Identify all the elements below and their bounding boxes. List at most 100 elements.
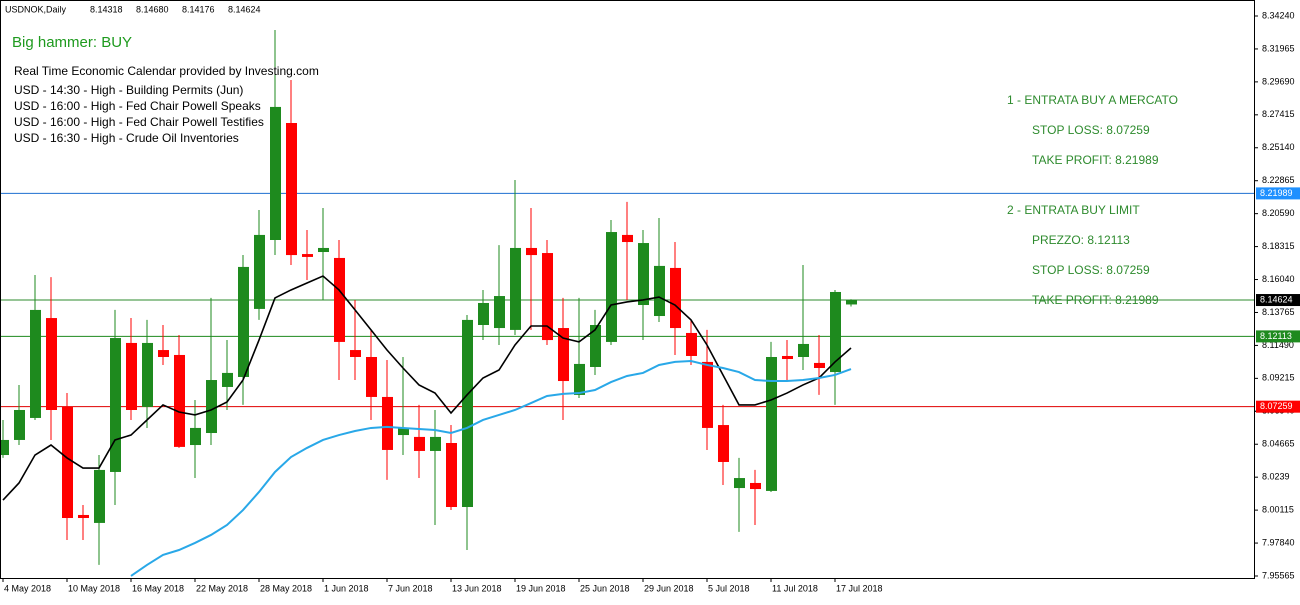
candle-body [382, 396, 393, 450]
price-level-box [1256, 187, 1300, 200]
y-tick-label: 8.13765 [1262, 307, 1295, 317]
x-tick-label: 22 May 2018 [196, 583, 248, 593]
y-tick-label: 8.11490 [1262, 340, 1294, 350]
x-tick-label: 4 May 2018 [4, 583, 51, 593]
x-tick-label: 10 May 2018 [68, 583, 120, 593]
y-tick-label: 8.29690 [1262, 76, 1295, 86]
candle-body [350, 350, 361, 357]
moving-average [130, 360, 852, 577]
y-tick-label: 8.00115 [1262, 504, 1294, 514]
x-tick-label: 29 Jun 2018 [644, 583, 694, 593]
candle-body [94, 469, 105, 523]
x-tick-label: 7 Jun 2018 [388, 583, 433, 593]
candle-body [222, 372, 233, 387]
calendar-line: Real Time Economic Calendar provided by … [14, 64, 319, 78]
y-tick-label: 8.22865 [1262, 175, 1295, 185]
candle-body [158, 350, 169, 357]
candle-body [814, 362, 825, 368]
candle-body [798, 343, 809, 357]
candle-body [654, 265, 665, 317]
candle-body [238, 266, 249, 377]
candle-body [510, 247, 521, 330]
y-tick-label: 8.31965 [1262, 43, 1295, 53]
y-tick-label: 8.20590 [1262, 208, 1295, 218]
candle-body [62, 406, 73, 519]
trade-note: 2 - ENTRATA BUY LIMIT [1007, 203, 1140, 217]
x-tick-label: 25 Jun 2018 [580, 583, 630, 593]
trade-note: STOP LOSS: 8.07259 [1032, 123, 1150, 137]
price-level-label: 8.12113 [1260, 331, 1292, 341]
candle-body [734, 478, 745, 489]
price-level-label: 8.21989 [1260, 188, 1293, 198]
candle-body [686, 332, 697, 356]
price-level-label: 8.14624 [1260, 294, 1293, 304]
candle-body [446, 443, 457, 508]
candle-body [286, 123, 297, 256]
x-tick-label: 16 May 2018 [132, 583, 184, 593]
candle-body [526, 247, 537, 256]
candle-body [766, 356, 777, 491]
candle-body [398, 427, 409, 436]
y-tick-label: 8.04665 [1262, 439, 1295, 449]
candle-body [702, 361, 713, 428]
calendar-line: USD - 16:00 - High - Fed Chair Powell Sp… [14, 99, 261, 113]
header-ohlc: 8.14318 [90, 4, 123, 14]
y-tick-label: 8.25140 [1262, 142, 1295, 152]
candle-body [670, 267, 681, 329]
price-level-box [1256, 400, 1300, 413]
x-tick-label: 5 Jul 2018 [708, 583, 750, 593]
trade-note: TAKE PROFIT: 8.21989 [1032, 293, 1159, 307]
header-ohlc: 8.14680 [136, 4, 169, 14]
header-symbol: USDNOK,Daily [5, 4, 67, 14]
price-level-box [1256, 330, 1300, 343]
signal-text: Big hammer: BUY [12, 34, 132, 51]
candle-body [462, 319, 473, 508]
trade-note: PREZZO: 8.12113 [1032, 233, 1130, 247]
y-tick-label: 8.18315 [1262, 241, 1295, 251]
candle-body [622, 234, 633, 243]
y-tick-label: 8.09215 [1262, 373, 1295, 383]
candle-body [478, 302, 489, 325]
candle-body [638, 243, 649, 306]
candle-body [46, 318, 57, 410]
candle-body [270, 106, 281, 240]
y-tick-label: 8.0239 [1262, 472, 1290, 482]
candle-body [606, 232, 617, 342]
price-level-box [1256, 294, 1300, 307]
candle-body [110, 338, 121, 472]
candle-body [254, 234, 265, 309]
candle-body [30, 309, 41, 418]
candle-body [206, 380, 217, 434]
candle-body [78, 514, 89, 519]
plot-area [0, 30, 1254, 577]
plot-frame [0, 0, 1255, 579]
y-tick-label: 7.95565 [1262, 570, 1295, 580]
header-ohlc: 8.14176 [182, 4, 215, 14]
candle-body [174, 354, 185, 447]
candle-body [558, 328, 569, 382]
candle-body [318, 247, 329, 253]
candle-body [830, 291, 841, 373]
moving-average [2, 275, 852, 501]
candle-body [334, 257, 345, 342]
trade-note: 1 - ENTRATA BUY A MERCATO [1007, 93, 1178, 107]
y-tick-label: 8.34240 [1262, 10, 1295, 20]
x-tick-label: 17 Jul 2018 [836, 583, 883, 593]
candle-body [494, 296, 505, 329]
candle-body [750, 482, 761, 490]
y-tick-label: 8.16040 [1262, 274, 1295, 284]
candle-body [302, 254, 313, 257]
x-tick-label: 1 Jun 2018 [324, 583, 369, 593]
candle-body [0, 439, 9, 456]
x-tick-label: 28 May 2018 [260, 583, 312, 593]
candle-body [846, 300, 857, 305]
y-tick-label: 7.97840 [1262, 537, 1295, 547]
candle-body [782, 355, 793, 360]
x-tick-label: 19 Jun 2018 [516, 583, 566, 593]
y-tick-label: 8.27415 [1262, 109, 1295, 119]
candle-body [718, 425, 729, 462]
x-tick-label: 11 Jul 2018 [772, 583, 818, 593]
candle-body [190, 427, 201, 446]
